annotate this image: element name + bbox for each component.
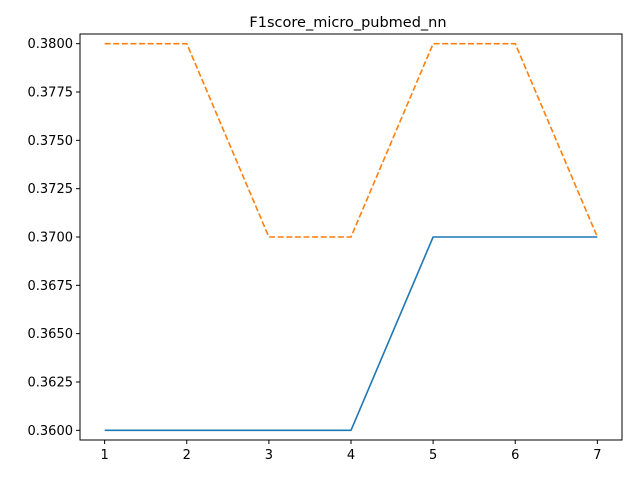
x-tick-label: 6 (511, 448, 519, 463)
x-tick-label: 7 (593, 448, 601, 463)
y-tick-label: 0.3625 (28, 376, 74, 391)
plot-frame (79, 33, 623, 441)
x-tick-label: 1 (100, 448, 108, 463)
chart-title: F1score_micro_pubmed_nn (249, 15, 446, 31)
x-tick-label: 2 (183, 448, 191, 463)
y-tick-label: 0.3775 (28, 86, 74, 101)
y-axis: 0.3600 0.3625 0.3650 0.3675 0.3700 0.3725 0.37… (28, 37, 80, 439)
y-tick-label: 0.3600 (28, 424, 74, 439)
x-tick-label: 4 (347, 448, 355, 463)
x-axis: 1 2 3 4 5 6 7 (100, 440, 602, 463)
y-tick-label: 0.3700 (28, 231, 74, 246)
series-layer (104, 42, 599, 432)
x-tick-label: 5 (429, 448, 437, 463)
x-tick-label: 3 (265, 448, 273, 463)
y-tick-label: 0.3675 (28, 279, 74, 294)
series-line-1 (104, 236, 598, 432)
y-tick-label: 0.3750 (28, 134, 74, 149)
y-tick-label: 0.3725 (28, 182, 74, 197)
y-tick-label: 0.3800 (28, 37, 74, 52)
series-line-2 (104, 42, 599, 238)
y-tick-label: 0.3650 (28, 327, 74, 342)
